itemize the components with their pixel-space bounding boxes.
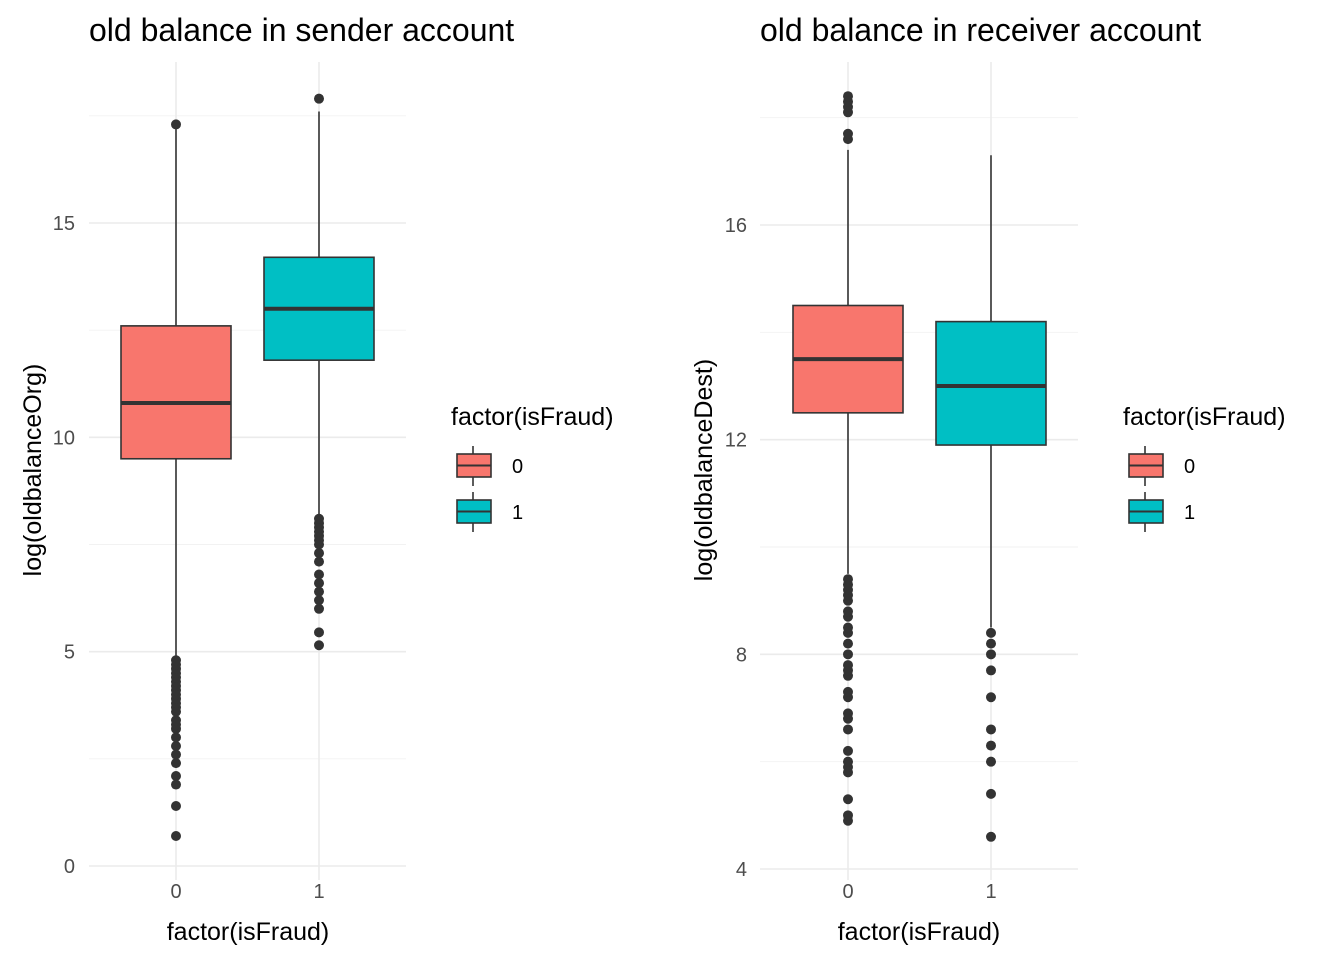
outlier-point — [314, 548, 324, 559]
legend-title: factor(isFraud) — [1123, 403, 1286, 431]
outlier-point — [986, 638, 996, 649]
x-tick-label: 1 — [313, 881, 324, 903]
y-tick-label: 15 — [53, 213, 75, 235]
outlier-point — [171, 830, 181, 841]
outlier-point — [843, 660, 853, 671]
box-0 — [792, 91, 904, 826]
outlier-point — [843, 724, 853, 735]
outlier-point — [171, 119, 181, 130]
legend: factor(isFraud) 0 1 — [1123, 403, 1286, 532]
x-tick-label: 0 — [170, 881, 181, 903]
box-1 — [263, 93, 375, 651]
y-tick-label: 16 — [725, 215, 747, 237]
outlier-point — [171, 800, 181, 811]
outlier-point — [314, 93, 324, 104]
outlier-point — [986, 740, 996, 751]
legend-label: 0 — [1184, 456, 1195, 478]
outlier-point — [171, 770, 181, 781]
y-tick-label: 5 — [64, 642, 75, 664]
y-axis-title: log(oldbalanceDest) — [690, 359, 718, 581]
outlier-point — [843, 810, 853, 821]
outlier-point — [314, 586, 324, 597]
outlier-point — [986, 756, 996, 767]
outlier-point — [843, 622, 853, 633]
outlier-point — [314, 595, 324, 606]
y-axis-title: log(oldbalanceOrg) — [19, 364, 47, 577]
outlier-point — [314, 578, 324, 589]
outlier-point — [843, 794, 853, 805]
outlier-point — [171, 715, 181, 726]
y-tick-label: 10 — [53, 427, 75, 449]
outlier-point — [986, 627, 996, 638]
y-tick-label: 12 — [725, 430, 747, 452]
outlier-point — [314, 569, 324, 580]
outlier-point — [314, 640, 324, 651]
outlier-point — [986, 692, 996, 703]
outlier-point — [314, 556, 324, 567]
outlier-point — [843, 91, 853, 102]
outlier-point — [986, 788, 996, 799]
outlier-point — [843, 638, 853, 649]
box-body — [120, 325, 232, 460]
outlier-point — [843, 708, 853, 719]
outlier-point — [843, 574, 853, 585]
outlier-point — [171, 732, 181, 743]
y-tick-label: 8 — [736, 644, 747, 666]
box-1 — [935, 155, 1047, 842]
y-tick-label: 4 — [736, 859, 747, 881]
legend-label: 0 — [512, 456, 523, 478]
box-0 — [120, 119, 232, 841]
outlier-point — [843, 606, 853, 617]
y-tick-label: 0 — [64, 856, 75, 878]
outlier-point — [314, 627, 324, 638]
outlier-point — [843, 128, 853, 139]
legend-title: factor(isFraud) — [451, 403, 614, 431]
outlier-point — [171, 779, 181, 790]
chart-title: old balance in sender account — [89, 12, 514, 48]
box-body — [935, 320, 1047, 446]
x-axis-title: factor(isFraud) — [167, 918, 330, 946]
outlier-point — [171, 758, 181, 769]
outlier-point — [171, 749, 181, 760]
outlier-point — [986, 665, 996, 676]
outlier-point — [843, 745, 853, 756]
outlier-point — [843, 756, 853, 767]
outlier-point — [171, 740, 181, 751]
outlier-point — [986, 649, 996, 660]
x-axis-title: factor(isFraud) — [838, 918, 1001, 946]
legend-label: 1 — [1184, 502, 1195, 524]
legend-label: 1 — [512, 502, 523, 524]
outlier-point — [314, 603, 324, 614]
chart-title: old balance in receiver account — [760, 12, 1201, 48]
outlier-point — [171, 655, 181, 666]
outlier-point — [843, 686, 853, 697]
outlier-point — [986, 724, 996, 735]
outlier-point — [843, 649, 853, 660]
x-tick-label: 0 — [842, 881, 853, 903]
x-tick-label: 1 — [985, 881, 996, 903]
chart-panel-1: 4 8 12 16 0 1 old balance in receiver account f… — [690, 12, 1286, 946]
outlier-point — [986, 831, 996, 842]
outlier-point — [314, 513, 324, 524]
legend: factor(isFraud) 0 1 — [451, 403, 614, 532]
